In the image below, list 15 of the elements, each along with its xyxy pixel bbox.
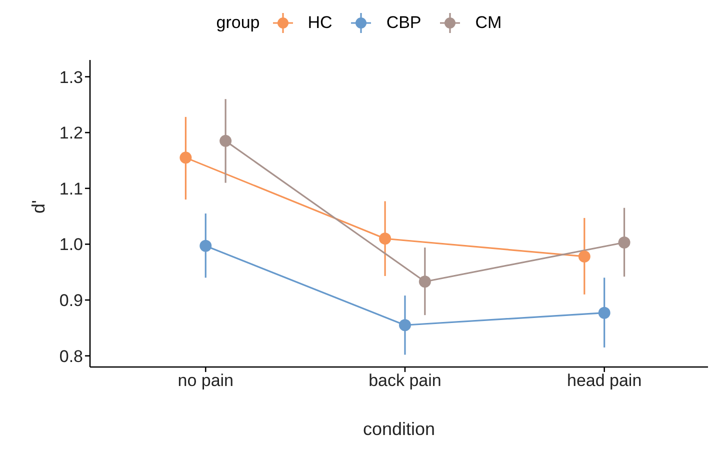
y-tick-label: 0.8: [59, 346, 83, 366]
legend-label: HC: [308, 13, 332, 33]
x-tick-label: no pain: [178, 371, 234, 390]
y-tick-label: 1.3: [59, 68, 83, 87]
x-axis-title: condition: [362, 419, 436, 439]
y-tick-label: 1.1: [59, 179, 83, 198]
legend-label: CM: [475, 13, 502, 33]
y-tick-label: 0.9: [59, 291, 83, 310]
x-tick-label: back pain: [368, 371, 442, 390]
y-tick-label: 1.0: [59, 235, 83, 254]
legend-title: group: [216, 13, 260, 33]
x-tick-label: head pain: [566, 371, 642, 390]
y-tick-label: 1.2: [59, 124, 83, 143]
legend-label: CBP: [386, 13, 422, 33]
y-axis-title: d': [28, 200, 48, 214]
